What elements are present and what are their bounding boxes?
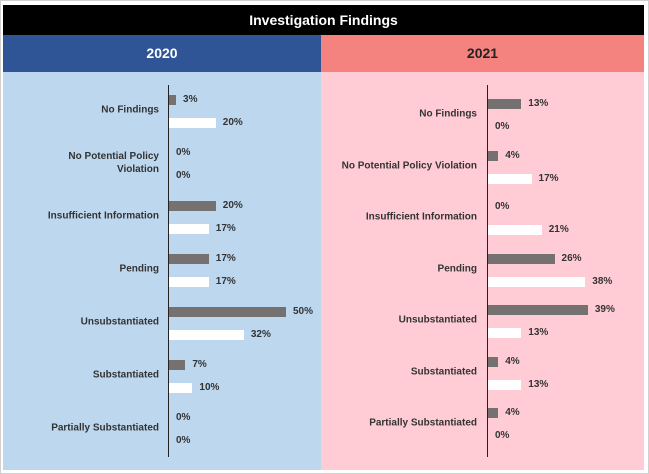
- category-label: Insufficient Information: [47, 210, 159, 222]
- category-label: No Findings: [101, 104, 159, 116]
- bar: [488, 225, 542, 235]
- data-label: 0%: [176, 412, 191, 423]
- main-title: Investigation Findings: [3, 5, 644, 35]
- data-label: 20%: [222, 117, 243, 128]
- panel: No Findings 3% 20% No Potential Policy Viol…: [3, 72, 321, 470]
- data-label: 10%: [199, 382, 220, 393]
- category-label: Partially Substantiated: [369, 417, 477, 429]
- data-label: 0%: [176, 435, 191, 446]
- data-label: 13%: [528, 327, 549, 338]
- bar: [169, 254, 209, 264]
- data-label: 17%: [538, 172, 559, 184]
- panel: No Findings 13% 0% No Potential Policy Viol…: [321, 72, 644, 470]
- data-label: 4%: [505, 355, 520, 367]
- category-label: Pending: [119, 263, 159, 275]
- category-label: No Potential Policy Violation: [68, 151, 159, 175]
- axis-line: [168, 85, 169, 457]
- bar: [169, 360, 186, 370]
- panel-header: 2020: [3, 35, 321, 72]
- data-label: 20%: [222, 200, 243, 211]
- bar: [169, 383, 193, 393]
- data-label: 7%: [192, 359, 207, 370]
- bar: [488, 173, 532, 184]
- data-label: 0%: [176, 147, 191, 158]
- category-label: Partially Substantiated: [51, 422, 159, 434]
- bar: [169, 95, 177, 105]
- data-label: 13%: [528, 378, 549, 390]
- data-label: 17%: [215, 253, 236, 264]
- category-label: Unsubstantiated: [80, 316, 159, 328]
- bar: [488, 379, 522, 390]
- data-label: 38%: [592, 275, 613, 287]
- bar: [169, 201, 216, 211]
- category-label: No Findings: [419, 108, 477, 120]
- data-label: 17%: [215, 276, 236, 287]
- category-label: Unsubstantiated: [398, 314, 477, 326]
- data-label: 32%: [250, 329, 271, 340]
- data-label: 26%: [561, 252, 582, 264]
- bar: [488, 150, 499, 161]
- data-label: 3%: [183, 94, 198, 105]
- bar: [169, 224, 209, 234]
- data-label: 0%: [495, 121, 510, 132]
- category-label: No Potential Policy Violation: [341, 160, 477, 171]
- category-label: Insufficient Information: [365, 211, 477, 223]
- bar: [488, 305, 588, 315]
- data-label: 4%: [505, 407, 520, 418]
- data-label: 17%: [215, 223, 236, 234]
- data-label: 50%: [293, 306, 314, 317]
- data-label: 4%: [505, 149, 520, 161]
- data-label: 0%: [176, 170, 191, 181]
- data-label: 0%: [495, 430, 510, 441]
- panel-header: 2021: [321, 35, 644, 72]
- axis-line: [487, 85, 488, 457]
- bar: [488, 99, 522, 109]
- bar: [488, 408, 499, 418]
- bar: [169, 330, 244, 340]
- bar: [488, 276, 586, 287]
- data-label: 21%: [548, 224, 569, 235]
- data-label: 13%: [528, 98, 549, 109]
- category-label: Substantiated: [92, 369, 159, 381]
- bar: [169, 277, 209, 287]
- bar: [169, 307, 286, 317]
- bar: [488, 356, 499, 367]
- data-label: 39%: [594, 304, 615, 315]
- bar: [488, 253, 555, 264]
- data-label: 0%: [495, 201, 510, 212]
- category-label: Substantiated: [410, 366, 477, 377]
- bar: [169, 118, 216, 128]
- category-label: Pending: [437, 263, 477, 274]
- bar: [488, 328, 522, 338]
